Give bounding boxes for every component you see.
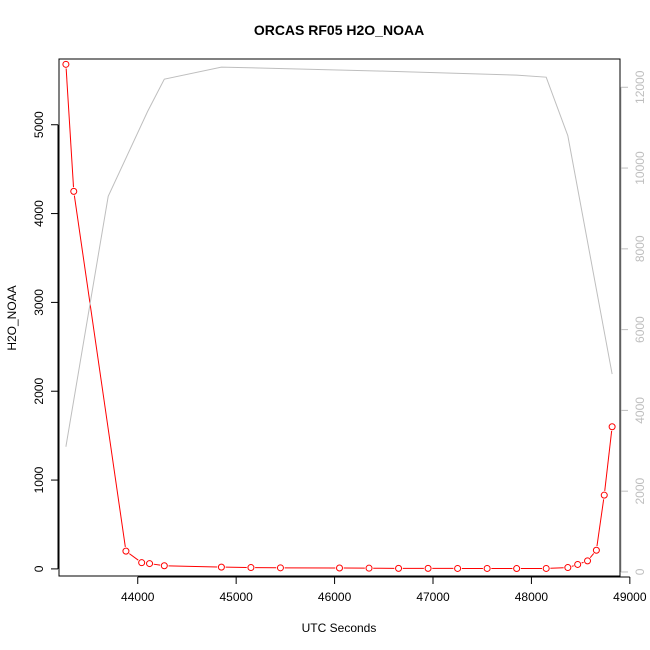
data-point xyxy=(146,560,154,568)
x-tick-label: 46000 xyxy=(318,590,352,604)
y2-tick-label: 0 xyxy=(633,568,647,575)
data-point xyxy=(336,564,343,572)
series-segment xyxy=(604,430,613,492)
data-point xyxy=(276,564,284,572)
series-segment xyxy=(571,565,574,567)
data-point xyxy=(70,187,78,195)
data-point xyxy=(395,564,403,572)
data-point xyxy=(160,562,168,570)
data-point xyxy=(574,560,582,568)
data-point xyxy=(592,546,600,554)
series-segment xyxy=(168,565,218,568)
x-tick-label: 44000 xyxy=(121,590,155,604)
x-tick-label: 49000 xyxy=(613,590,647,604)
chart-title: ORCAS RF05 H2O_NOAA xyxy=(254,22,424,38)
data-point xyxy=(454,564,462,572)
series-line-right xyxy=(65,66,613,447)
x-axis: 44000 45000 46000 47000 48000 49000 xyxy=(121,576,647,604)
data-point xyxy=(584,557,592,565)
y-tick-label: 4000 xyxy=(32,200,46,227)
y2-tick-label: 6000 xyxy=(633,316,647,343)
data-point xyxy=(217,563,225,571)
y2-tick-label: 10000 xyxy=(633,151,647,185)
data-point xyxy=(564,564,572,572)
series-segment xyxy=(581,561,584,564)
y2-tick-label: 2000 xyxy=(633,478,647,505)
data-point xyxy=(600,491,608,499)
data-point xyxy=(365,564,373,572)
y-tick-label: 5000 xyxy=(32,111,46,138)
y-axis-right: 0 2000 4000 6000 8000 10000 12000 xyxy=(620,70,647,575)
y-tick-label: 1000 xyxy=(32,466,46,493)
series-segment xyxy=(596,499,605,547)
plot-box xyxy=(58,58,621,577)
data-point xyxy=(542,564,550,572)
x-tick-label: 48000 xyxy=(515,590,549,604)
series-segment xyxy=(589,553,595,558)
data-point xyxy=(424,564,432,572)
data-point xyxy=(247,564,255,572)
y-axis-label: H2O_NOAA xyxy=(5,285,19,350)
y-tick-label: 2000 xyxy=(32,378,46,405)
data-point xyxy=(483,564,491,572)
series-segment xyxy=(153,563,161,566)
x-tick-label: 47000 xyxy=(416,590,450,604)
x-tick-label: 45000 xyxy=(219,590,253,604)
data-point xyxy=(138,559,146,567)
series-segment xyxy=(65,68,75,188)
series-segment xyxy=(129,553,139,561)
y2-tick-label: 4000 xyxy=(633,397,647,424)
y-tick-label: 3000 xyxy=(32,289,46,316)
data-point xyxy=(513,565,521,573)
y2-tick-label: 12000 xyxy=(633,70,647,104)
data-point xyxy=(608,423,616,431)
x-axis-label: UTC Seconds xyxy=(302,621,377,635)
series-segment xyxy=(73,195,126,548)
data-point xyxy=(62,60,70,68)
series-layer xyxy=(62,60,616,573)
y-tick-label: 0 xyxy=(32,565,46,572)
y2-tick-label: 8000 xyxy=(633,235,647,262)
series-segment xyxy=(550,567,564,569)
y-axis-left: 0 1000 2000 3000 4000 5000 xyxy=(32,111,59,572)
data-point xyxy=(122,547,130,555)
